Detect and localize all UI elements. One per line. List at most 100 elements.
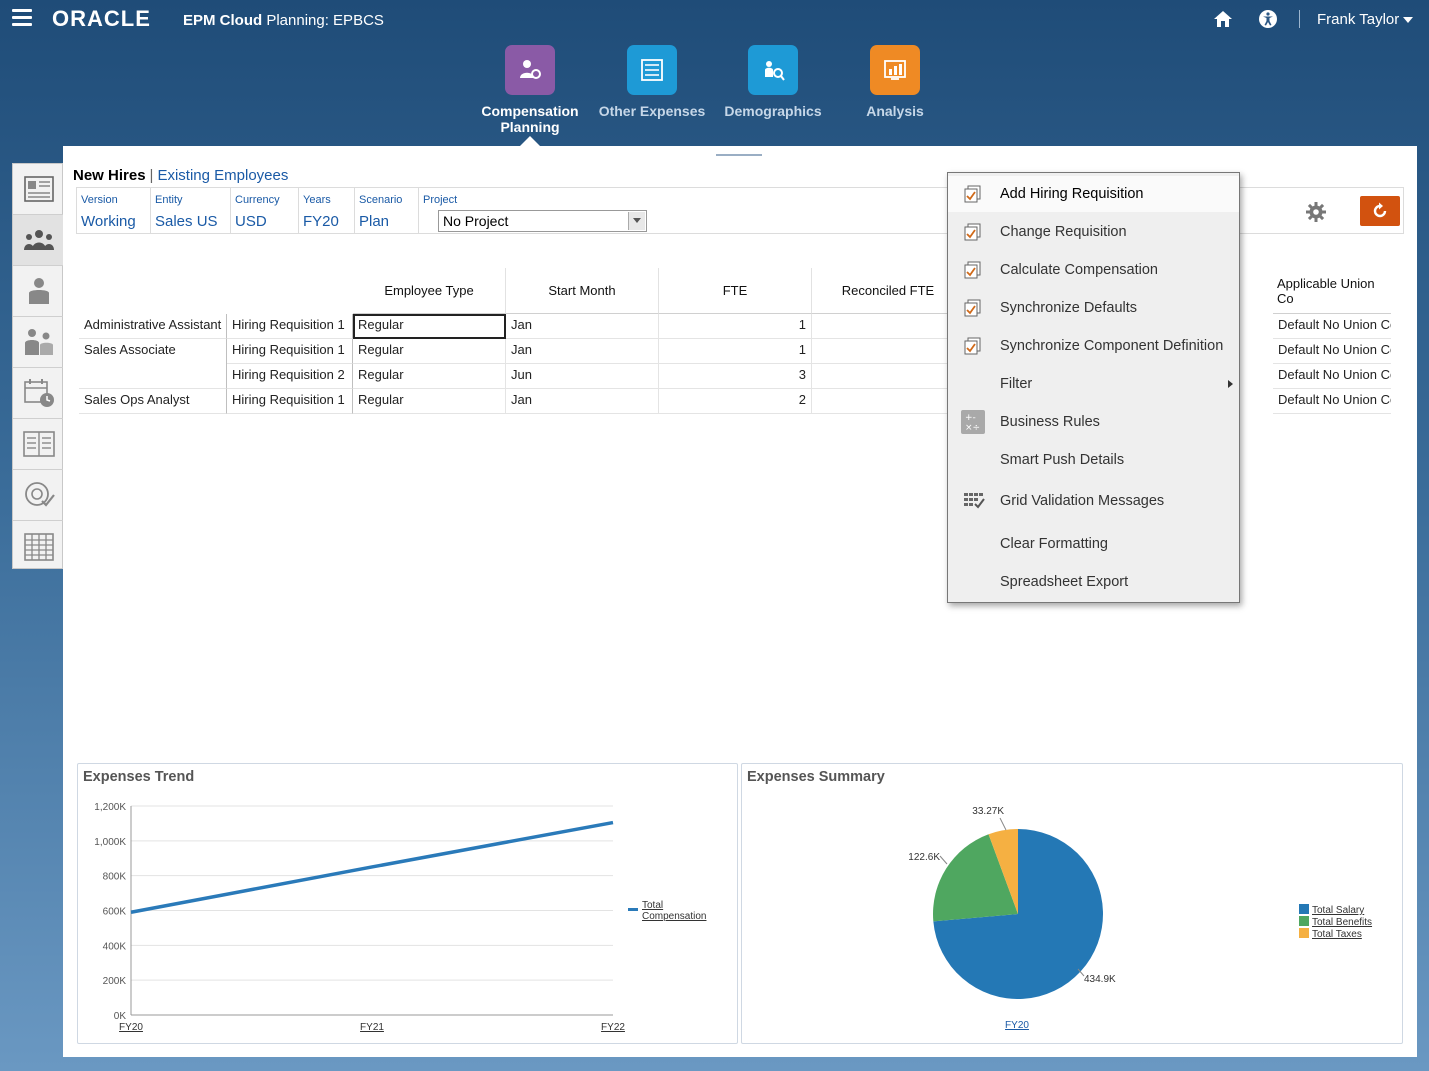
top-bar: ORACLE EPM Cloud Planning: EPBCS Frank T… — [0, 0, 1429, 40]
tile-demographics[interactable]: Demographics — [718, 45, 828, 119]
menu-item-grid-validation-messages[interactable]: Grid Validation Messages — [948, 483, 1239, 519]
grid-cell[interactable]: 1 — [659, 314, 812, 339]
grid-cell[interactable] — [812, 389, 965, 414]
column-header[interactable]: Applicable Union Co — [1273, 268, 1391, 314]
pov-label: Entity — [155, 194, 183, 206]
left-sidebar — [12, 163, 64, 572]
pov-scenario[interactable]: Scenario Plan — [355, 188, 419, 233]
tab-new-hires[interactable]: New Hires — [73, 167, 146, 184]
grid-cell[interactable] — [812, 339, 965, 364]
panel-drag-indicator[interactable] — [716, 154, 762, 156]
pie-leader-line — [1077, 968, 1085, 977]
grid-cell[interactable]: Regular — [353, 364, 506, 389]
grid-cell[interactable]: Regular — [353, 389, 506, 414]
grid-cell[interactable]: 1 — [659, 339, 812, 364]
menu-item-smart-push-details[interactable]: Smart Push Details — [948, 442, 1239, 478]
y-tick-label: 200K — [103, 976, 127, 987]
menu-item-synchronize-component-definition[interactable]: Synchronize Component Definition — [948, 328, 1239, 364]
refresh-button[interactable] — [1360, 196, 1400, 226]
tab-separator: | — [149, 167, 154, 184]
pov-currency[interactable]: Currency USD — [231, 188, 299, 233]
y-tick-label: 0K — [114, 1011, 127, 1022]
column-header[interactable]: Start Month — [506, 268, 659, 314]
grid-cell[interactable]: Default No Union Co — [1273, 314, 1391, 339]
menu-item-add-hiring-requisition[interactable]: Add Hiring Requisition — [948, 176, 1239, 212]
grid-cell[interactable]: Jan — [506, 314, 659, 339]
grid-cell[interactable]: Default No Union Co — [1273, 389, 1391, 414]
menu-item-label: Spreadsheet Export — [1000, 574, 1129, 590]
pie-slice — [933, 829, 1103, 999]
column-header[interactable]: FTE — [659, 268, 812, 314]
grid-cell[interactable]: 2 — [659, 389, 812, 414]
form-action-icon — [964, 223, 981, 241]
form-action-icon — [964, 261, 981, 279]
grid-cell[interactable] — [812, 364, 965, 389]
sidebar-item-calendar[interactable] — [13, 368, 64, 419]
overview-icon — [23, 176, 54, 202]
tab-existing-employees[interactable]: Existing Employees — [157, 167, 289, 184]
person-icon — [28, 278, 49, 304]
pov-value: Plan — [359, 213, 390, 230]
grid-cell[interactable] — [812, 314, 965, 339]
user-name: Frank Taylor — [1317, 11, 1400, 28]
grid-cell[interactable]: Jan — [506, 389, 659, 414]
menu-item-spreadsheet-export[interactable]: Spreadsheet Export — [948, 564, 1239, 600]
row-header-job — [79, 364, 227, 389]
review-icon — [24, 482, 55, 507]
menu-item-clear-formatting[interactable]: Clear Formatting — [948, 526, 1239, 562]
menu-item-synchronize-defaults[interactable]: Synchronize Defaults — [948, 290, 1239, 326]
accessibility-icon[interactable] — [1258, 9, 1278, 29]
table-row: Sales Associate Hiring Requisition 1 Reg… — [79, 339, 1391, 364]
menu-item-label: Synchronize Defaults — [1000, 300, 1138, 316]
tile-compensation-planning[interactable]: Compensation Planning — [475, 45, 585, 135]
pie-slice — [933, 834, 1018, 922]
sidebar-item-transfer[interactable] — [13, 317, 64, 368]
project-select[interactable]: No Project — [438, 210, 647, 232]
menu-item-label: Add Hiring Requisition — [1000, 186, 1144, 202]
pov-label: Project — [423, 194, 458, 206]
menu-item-calculate-compensation[interactable]: Calculate Compensation — [948, 252, 1239, 288]
menu-item-change-requisition[interactable]: Change Requisition — [948, 214, 1239, 250]
menu-item-filter[interactable]: Filter — [948, 366, 1239, 402]
refresh-icon — [1373, 202, 1387, 218]
gear-icon[interactable] — [1305, 201, 1327, 223]
sidebar-item-person[interactable] — [13, 266, 64, 317]
grid-cell[interactable]: Default No Union Co — [1273, 339, 1391, 364]
legend-label: Compensation — [642, 911, 706, 922]
pov-years[interactable]: Years FY20 — [299, 188, 355, 233]
pov-entity[interactable]: Entity Sales US — [151, 188, 231, 233]
grid-cell[interactable]: Default No Union Co — [1273, 364, 1391, 389]
legend-label: Total Salary — [1312, 905, 1364, 916]
column-header[interactable]: Reconciled FTE — [812, 268, 965, 314]
grid-cell[interactable]: Jun — [506, 364, 659, 389]
sidebar-item-overview[interactable] — [13, 164, 64, 215]
svg-text:+-: +- — [965, 413, 976, 423]
form-action-icon — [964, 299, 981, 317]
pie-data-label: 434.9K — [1084, 974, 1116, 985]
column-header[interactable]: Employee Type — [353, 268, 506, 314]
tile-analysis[interactable]: Analysis — [840, 45, 950, 119]
hamburger-menu-icon[interactable] — [12, 9, 32, 27]
sidebar-item-grid[interactable] — [13, 521, 64, 572]
sidebar-item-table[interactable] — [13, 419, 64, 470]
grid-cell[interactable]: Jan — [506, 339, 659, 364]
grid-cell[interactable]: 3 — [659, 364, 812, 389]
legend-swatch — [1299, 928, 1309, 938]
menu-item-label: Calculate Compensation — [1000, 262, 1158, 278]
table-row: Hiring Requisition 2 Regular Jun 3 Defau… — [79, 364, 1391, 389]
tile-other-expenses[interactable]: Other Expenses — [597, 45, 707, 119]
grid-cell[interactable]: Regular — [353, 314, 506, 339]
menu-item-label: Synchronize Component Definition — [1000, 338, 1224, 354]
active-tile-pointer — [520, 136, 540, 146]
sidebar-item-review[interactable] — [13, 470, 64, 521]
home-icon[interactable] — [1213, 9, 1233, 29]
series-line — [130, 820, 614, 914]
user-menu[interactable]: Frank Taylor — [1317, 11, 1414, 28]
menu-item-business-rules[interactable]: +- ×÷ Business Rules — [948, 404, 1239, 440]
project-select-value: No Project — [443, 213, 509, 229]
pov-version[interactable]: Version Working — [77, 188, 151, 233]
compensation-icon — [505, 45, 555, 95]
pov-value: Working — [81, 213, 136, 230]
grid-cell[interactable]: Regular — [353, 339, 506, 364]
sidebar-item-employees[interactable] — [13, 215, 64, 266]
